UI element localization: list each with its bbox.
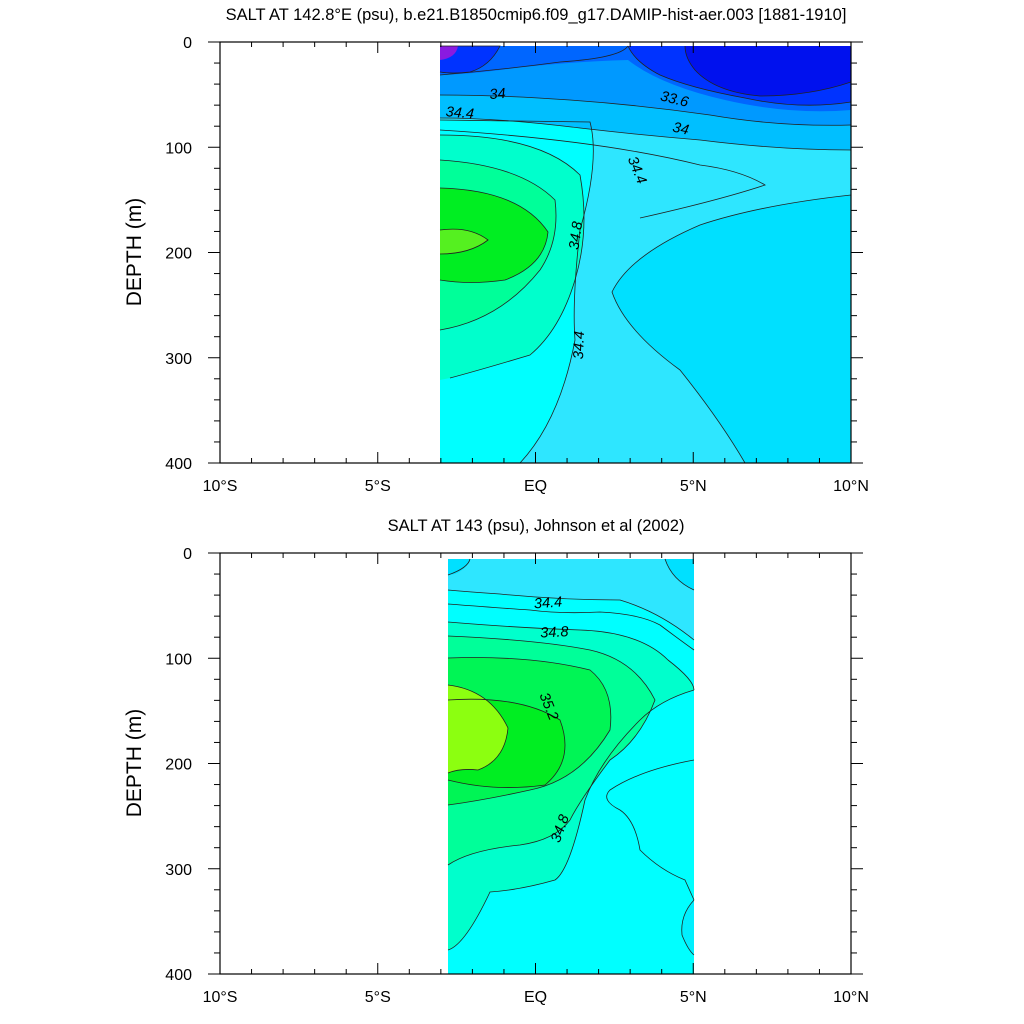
top-contour-label: 34.8 (566, 221, 586, 251)
top-x-tick-label: 10°S (203, 478, 238, 495)
top-x-tick-label: 10°N (833, 478, 869, 495)
top-y-tick-label: 400 (165, 456, 192, 473)
bottom-y-tick-label: 100 (165, 651, 192, 668)
bottom-x-tick-label: 5°S (365, 989, 391, 1006)
top-panel: SALT AT 142.8°E (psu), b.e21.B1850cmip6.… (123, 6, 869, 495)
top-x-tick-label: EQ (524, 478, 547, 495)
top-contour-label: 34 (489, 86, 506, 103)
top-fill-corner-purple (440, 46, 458, 60)
bottom-y-tick-label: 0 (183, 546, 192, 563)
top-fill-deep-blue-core (685, 46, 851, 96)
bottom-y-tick-label: 400 (165, 967, 192, 984)
bottom-x-tick-label: 10°N (833, 989, 869, 1006)
bottom-panel: SALT AT 143 (psu), Johnson et al (2002) (123, 517, 869, 1006)
bottom-panel-title: SALT AT 143 (psu), Johnson et al (2002) (388, 517, 685, 535)
top-contour-label: 34 (671, 120, 690, 139)
top-y-axis-label: DEPTH (m) (123, 198, 146, 307)
bottom-axis-ticks: 10°S 5°S EQ 5°N 10°N 0 100 200 300 400 (165, 546, 869, 1006)
top-fill-lime (440, 229, 488, 254)
bottom-fill-lime (448, 685, 508, 773)
top-y-tick-label: 0 (183, 35, 192, 52)
bottom-y-axis-label: DEPTH (m) (123, 709, 146, 818)
bottom-contour-label: 34.4 (533, 594, 562, 612)
top-fill-light-cyan-lens (612, 195, 851, 463)
bottom-x-tick-label: EQ (524, 989, 547, 1006)
top-axis-ticks: 10°S 5°S EQ 5°N 10°N 0 100 200 300 400 (165, 35, 869, 495)
top-x-tick-label: 5°N (680, 478, 707, 495)
top-y-tick-label: 300 (165, 351, 192, 368)
top-x-tick-label: 5°S (365, 478, 391, 495)
top-y-tick-label: 100 (165, 140, 192, 157)
bottom-contour-fill: 34.434.835.234.8 (447, 558, 695, 974)
bottom-contour-label: 34.8 (540, 624, 569, 641)
top-contour-label: 34.4 (445, 104, 475, 122)
bottom-contour-lines (447, 558, 695, 956)
bottom-x-tick-label: 10°S (203, 989, 238, 1006)
bottom-fill-top-light-cyan (448, 559, 694, 590)
top-contour-lines (439, 45, 851, 463)
top-contour-label: 33.6 (659, 89, 691, 112)
bottom-fill-top-cyan (448, 559, 694, 640)
top-panel-title: SALT AT 142.8°E (psu), b.e21.B1850cmip6.… (226, 6, 847, 24)
bottom-x-tick-label: 5°N (680, 989, 707, 1006)
top-fill-green (440, 188, 548, 283)
bottom-y-tick-label: 300 (165, 862, 192, 879)
bottom-y-tick-label: 200 (165, 757, 192, 774)
top-y-tick-label: 200 (165, 246, 192, 263)
top-contour-label: 34.4 (571, 331, 588, 360)
